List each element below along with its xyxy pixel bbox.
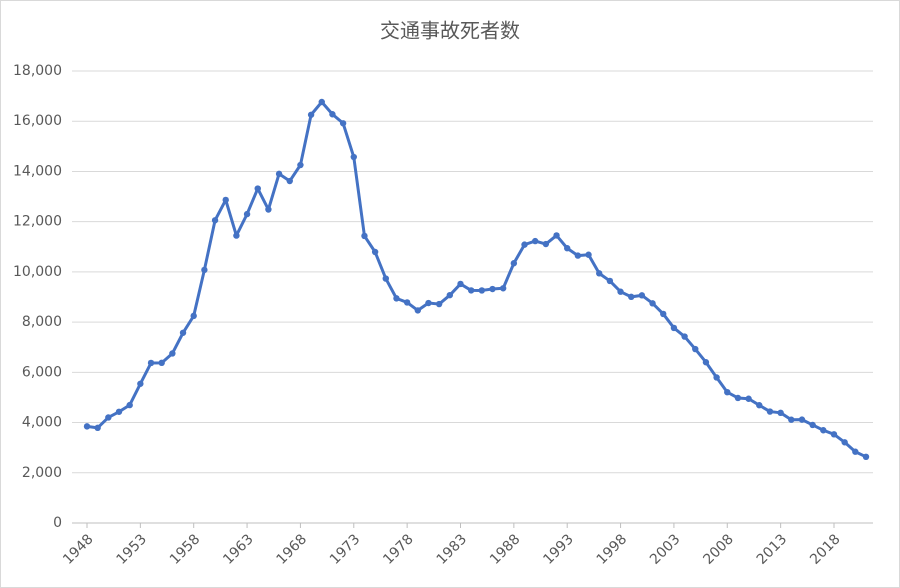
data-point — [297, 161, 304, 169]
data-point — [852, 448, 859, 455]
data-point — [435, 300, 443, 308]
data-point — [649, 300, 656, 307]
data-point — [862, 453, 870, 461]
y-tick-label: 4,000 — [22, 415, 62, 431]
data-point — [361, 232, 368, 240]
data-point — [457, 280, 464, 288]
data-point — [265, 206, 272, 213]
data-point — [499, 285, 507, 292]
y-tick-label: 8,000 — [22, 314, 62, 330]
data-point — [414, 307, 422, 314]
y-tick-label: 18,000 — [13, 63, 62, 79]
y-tick-label: 14,000 — [13, 163, 62, 179]
data-point — [830, 431, 838, 438]
data-point — [286, 177, 293, 185]
data-point — [201, 266, 208, 274]
data-point — [478, 287, 486, 294]
data-point — [233, 232, 240, 239]
data-point — [254, 185, 261, 192]
data-point — [670, 324, 678, 332]
data-point — [222, 196, 229, 204]
data-point — [425, 299, 432, 307]
data-point — [798, 416, 806, 423]
data-point — [788, 416, 795, 423]
data-point — [702, 359, 710, 366]
data-point — [318, 98, 325, 106]
data-point — [617, 288, 624, 295]
y-tick-label: 2,000 — [22, 465, 62, 481]
data-point — [329, 111, 336, 118]
data-point — [489, 285, 496, 293]
data-point — [350, 153, 357, 161]
data-point — [766, 408, 774, 415]
data-point — [809, 421, 816, 429]
data-point — [126, 401, 133, 409]
data-point — [756, 402, 763, 409]
data-point — [531, 237, 539, 245]
data-point — [820, 427, 827, 434]
data-point — [713, 374, 720, 381]
data-point — [542, 240, 550, 248]
data-point — [393, 295, 400, 302]
data-point — [307, 111, 315, 118]
data-point — [638, 292, 646, 299]
data-point — [147, 359, 155, 367]
data-point — [83, 423, 91, 430]
data-point — [585, 251, 592, 258]
data-point — [628, 293, 635, 301]
y-tick-label: 10,000 — [13, 264, 62, 280]
y-tick-label: 0 — [53, 515, 62, 531]
data-point — [403, 299, 411, 306]
data-point — [553, 232, 560, 239]
data-point — [105, 414, 112, 421]
data-point — [660, 310, 667, 318]
chart-title: 交通事故死者数 — [380, 19, 520, 43]
data-point — [692, 345, 699, 353]
data-point — [724, 388, 731, 396]
data-point — [521, 241, 528, 248]
data-point — [596, 270, 603, 277]
data-point — [211, 217, 219, 224]
data-point — [158, 359, 165, 367]
data-point — [446, 291, 454, 299]
data-point — [275, 170, 283, 178]
y-tick-label: 6,000 — [22, 364, 62, 380]
data-point — [137, 380, 144, 387]
data-point — [745, 395, 752, 402]
data-point — [841, 439, 848, 446]
data-point — [371, 248, 379, 256]
data-point — [179, 329, 187, 336]
data-point — [734, 394, 742, 402]
y-tick-label: 16,000 — [13, 113, 62, 129]
data-point — [243, 210, 251, 218]
data-point — [510, 260, 518, 267]
data-point — [382, 275, 389, 282]
data-point — [467, 287, 475, 294]
data-point — [574, 252, 582, 259]
data-point — [681, 333, 688, 340]
data-point — [777, 409, 784, 417]
data-point — [94, 424, 101, 432]
data-point — [190, 312, 197, 320]
data-point — [606, 277, 614, 285]
y-tick-label: 12,000 — [13, 214, 62, 230]
data-point — [169, 350, 176, 357]
data-point — [564, 245, 571, 252]
data-point — [339, 120, 347, 127]
data-point — [115, 408, 123, 415]
